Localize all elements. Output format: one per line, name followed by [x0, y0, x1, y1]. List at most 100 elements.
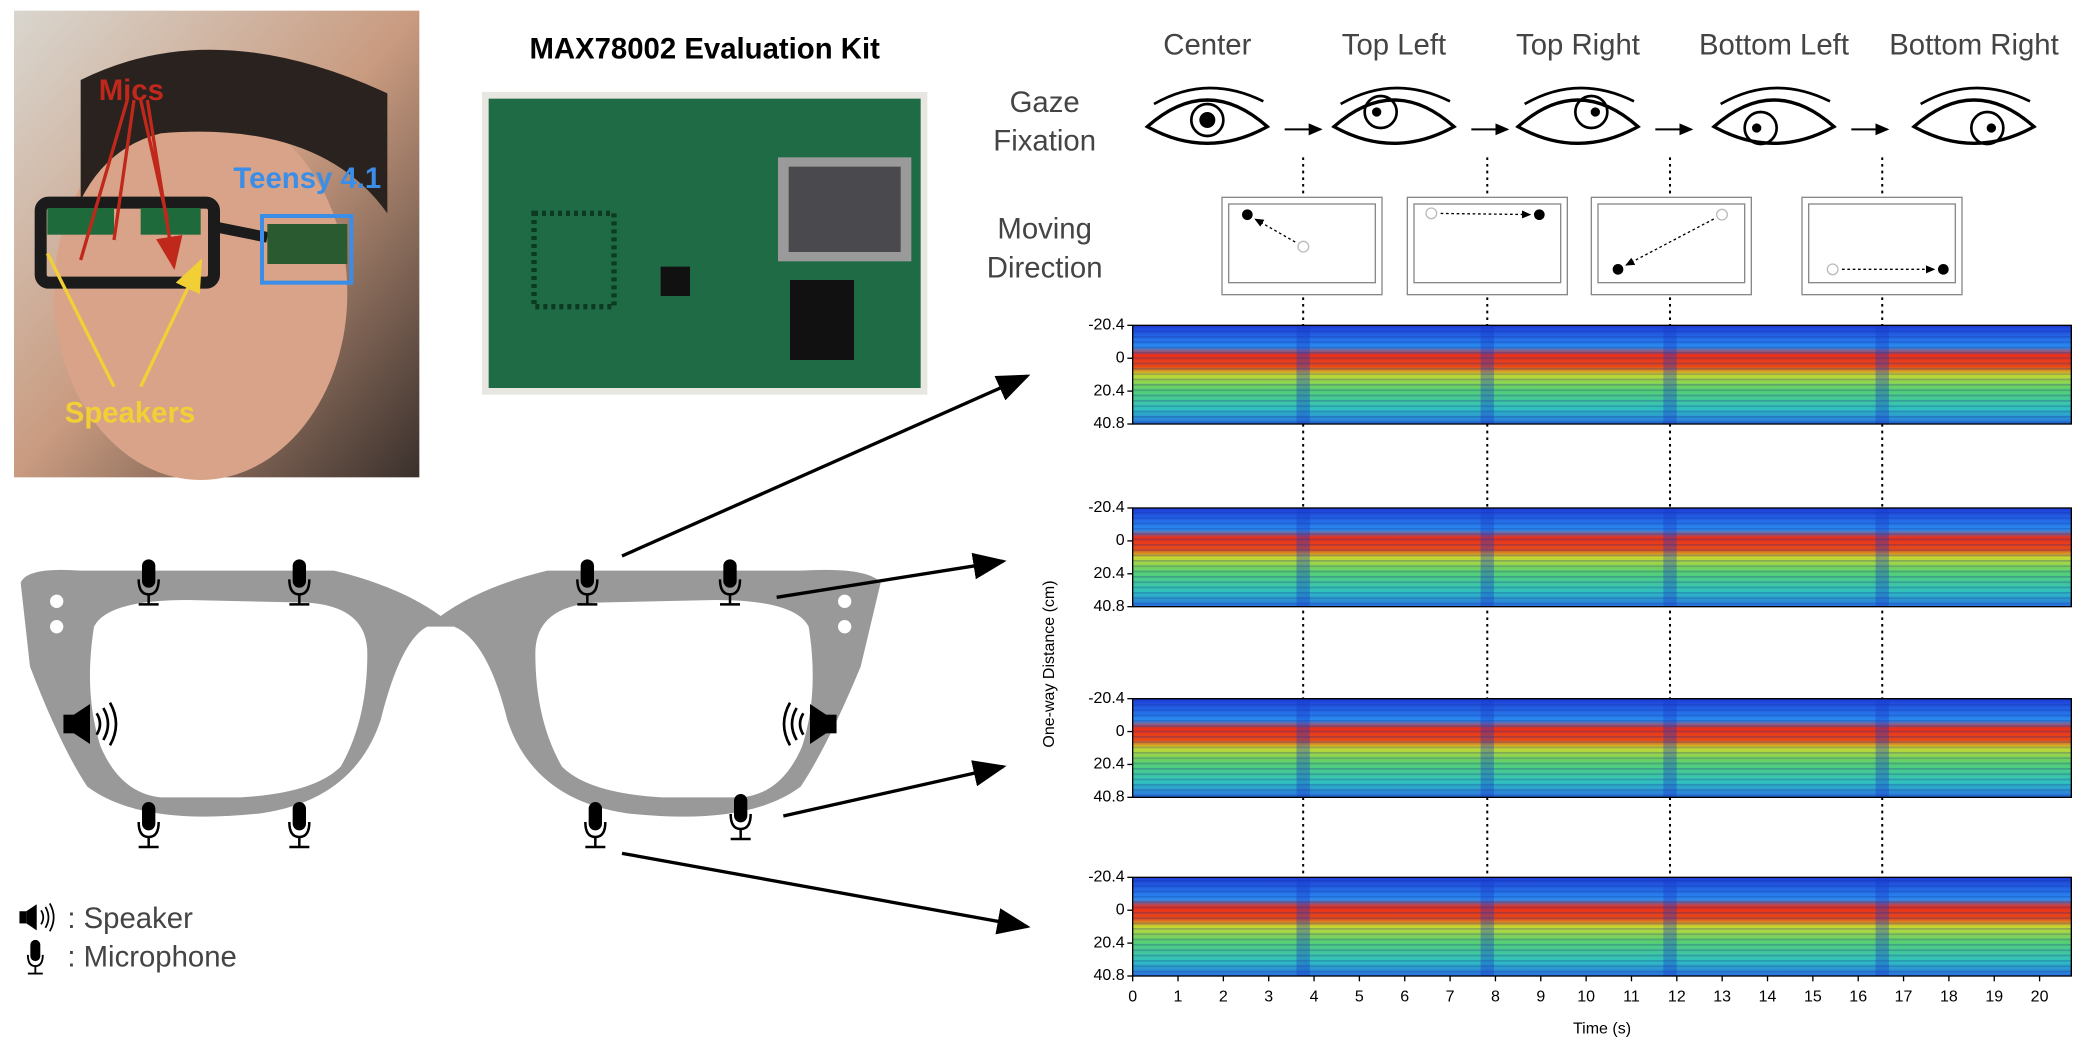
- gaze-label: Gaze: [1010, 86, 1080, 119]
- x-tick-label: 6: [1400, 989, 1409, 1006]
- screen: [1801, 196, 1963, 296]
- x-tick-label: 17: [1895, 989, 1913, 1006]
- y-tick-label: -20.4: [1088, 690, 1125, 707]
- transition-band: [1296, 877, 1310, 976]
- wearer-photo: Mics Teensy 4.1 Speakers: [14, 10, 420, 481]
- transition-band: [1663, 325, 1677, 424]
- y-tick-label: -20.4: [1088, 869, 1125, 886]
- panel-frame: [1132, 876, 2072, 977]
- y-tick-label: 0: [1116, 901, 1125, 918]
- pupil: [1590, 107, 1600, 117]
- gaze-target: Top Left: [1342, 29, 1446, 62]
- start-target: [1716, 208, 1728, 221]
- y-tick-label: 40.8: [1094, 789, 1125, 806]
- spectrogram-texture: [1132, 508, 2072, 607]
- x-tick-label: 11: [1623, 989, 1640, 1006]
- start-target: [1826, 263, 1839, 276]
- y-tick-label: -20.4: [1088, 499, 1125, 516]
- x-tick-label: 9: [1536, 989, 1545, 1006]
- panel-frame: [1132, 507, 2072, 608]
- transition-band: [1480, 325, 1494, 424]
- x-tick-label: 14: [1759, 989, 1777, 1006]
- y-tick-label: 0: [1116, 532, 1125, 549]
- screen-inner: [1597, 203, 1746, 284]
- glasses-diagram: [20, 374, 1031, 935]
- x-tick-label: 16: [1849, 989, 1867, 1006]
- screen-inner: [1413, 203, 1562, 284]
- pupil: [1372, 107, 1382, 117]
- speaker-legend: : Speaker: [67, 902, 193, 935]
- gaze-target: Bottom Left: [1699, 29, 1849, 62]
- transition-band: [1875, 325, 1889, 424]
- transition-band: [1875, 698, 1889, 798]
- y-tick-label: 20.4: [1094, 565, 1125, 582]
- move-arrow: [1254, 218, 1296, 243]
- gaze-target: Center: [1163, 29, 1251, 62]
- x-tick-label: 15: [1804, 989, 1822, 1006]
- iris: [1574, 94, 1609, 130]
- pupil: [1752, 123, 1762, 133]
- x-tick-label: 5: [1355, 989, 1364, 1006]
- spectrogram-texture: [1132, 877, 2072, 976]
- panel-frame: [1132, 324, 2072, 425]
- x-tick-label: 4: [1310, 989, 1319, 1006]
- direction-label: Direction: [987, 251, 1103, 284]
- x-tick-label: 19: [1985, 989, 2003, 1006]
- end-target: [1242, 209, 1253, 220]
- x-tick-label: 13: [1713, 989, 1731, 1006]
- x-tick-label: 20: [2031, 989, 2049, 1006]
- transition-band: [1296, 698, 1310, 798]
- transition-band: [1296, 325, 1310, 424]
- screen-inner: [1808, 203, 1956, 284]
- x-axis-label: Time (s): [1573, 1021, 1631, 1038]
- iris: [1363, 94, 1398, 130]
- transition-band: [1663, 698, 1677, 798]
- eyelid: [1340, 86, 1451, 106]
- y-tick-label: -20.4: [1088, 317, 1125, 334]
- x-tick-label: 0: [1128, 989, 1137, 1006]
- gaze-label: Fixation: [993, 125, 1096, 158]
- screen-inner: [1228, 203, 1376, 284]
- transition-band: [1663, 508, 1677, 607]
- x-tick-label: 10: [1577, 989, 1595, 1006]
- board-title: MAX78002 Evaluation Kit: [529, 33, 880, 66]
- x-tick-label: 1: [1174, 989, 1183, 1006]
- mics-label: Mics: [99, 74, 164, 107]
- spectrogram-texture: [1132, 698, 2072, 798]
- eyelid: [1920, 86, 2031, 106]
- start-target: [1297, 240, 1310, 253]
- pupil: [1199, 112, 1216, 128]
- iris: [1970, 110, 2005, 146]
- teensy-label: Teensy 4.1: [233, 162, 381, 195]
- transition-band: [1875, 877, 1889, 976]
- y-tick-label: 40.8: [1094, 967, 1125, 984]
- transition-band: [1480, 877, 1494, 976]
- x-tick-label: 12: [1668, 989, 1686, 1006]
- transition-band: [1480, 508, 1494, 607]
- gaze-target: Bottom Right: [1889, 29, 2059, 62]
- transition-band: [1663, 877, 1677, 976]
- y-axis-label: One-way Distance (cm): [1041, 580, 1058, 747]
- y-tick-label: 20.4: [1094, 756, 1125, 773]
- x-tick-label: 2: [1219, 989, 1228, 1006]
- y-tick-label: 40.8: [1094, 598, 1125, 615]
- iris: [1743, 110, 1778, 146]
- move-arrow: [1440, 210, 1532, 219]
- spectrogram-texture: [1132, 325, 2072, 424]
- end-target: [1938, 264, 1949, 275]
- speakers-label: Speakers: [65, 397, 195, 430]
- end-target: [1612, 264, 1624, 275]
- y-tick-label: 0: [1116, 349, 1125, 366]
- microphone-legend: : Microphone: [67, 941, 237, 974]
- y-tick-label: 20.4: [1094, 934, 1125, 951]
- transition-band: [1480, 698, 1494, 798]
- y-tick-label: 40.8: [1094, 415, 1125, 432]
- eyelid: [1524, 86, 1635, 106]
- transition-band: [1875, 508, 1889, 607]
- x-tick-label: 3: [1264, 989, 1273, 1006]
- transition-band: [1296, 508, 1310, 607]
- iris: [1190, 102, 1225, 138]
- y-tick-label: 0: [1116, 723, 1125, 740]
- pupil: [1986, 123, 1996, 133]
